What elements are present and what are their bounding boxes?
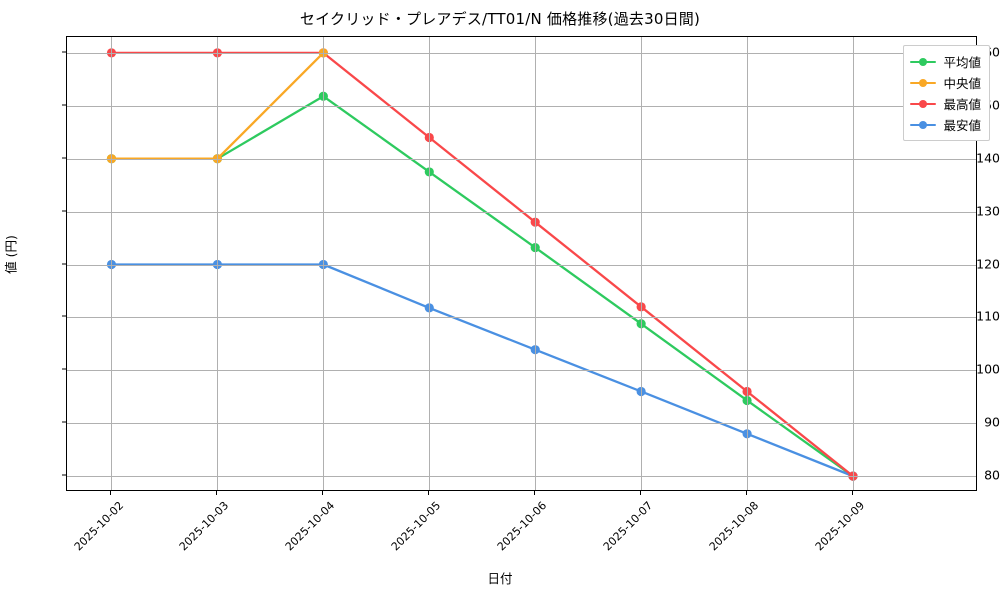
gridline-horizontal: [67, 423, 976, 425]
y-tick-label: 130: [976, 203, 1000, 219]
gridline-vertical: [853, 37, 854, 490]
y-tick-label: 90: [984, 414, 1000, 430]
legend-label: 平均値: [943, 55, 981, 70]
x-axis-label: 日付: [487, 571, 513, 586]
y-tick-mark: [62, 51, 66, 53]
gridline-vertical: [535, 37, 537, 490]
gridline-horizontal: [67, 158, 976, 160]
legend-item[interactable]: 最安値: [910, 114, 981, 135]
y-tick-mark: [62, 315, 66, 317]
legend-item[interactable]: 平均値: [910, 51, 981, 72]
legend-swatch-icon: [910, 119, 937, 131]
plot-area: [66, 36, 977, 491]
y-tick-mark: [62, 474, 66, 476]
y-tick-label: 120: [976, 256, 1000, 271]
x-tick-mark: [428, 491, 430, 495]
y-tick-mark: [62, 368, 66, 370]
gridline-vertical: [429, 37, 431, 490]
y-tick-label: 140: [976, 150, 1000, 166]
gridline-horizontal: [67, 264, 976, 266]
gridline-horizontal: [67, 317, 976, 319]
y-axis-label: 値 (円): [3, 235, 19, 274]
gridline-vertical: [747, 37, 749, 490]
y-tick-label: 100: [976, 361, 1000, 377]
gridline-vertical: [641, 37, 643, 490]
gridline-horizontal: [67, 476, 976, 478]
y-tick-mark: [62, 210, 66, 212]
legend-swatch-icon: [910, 77, 937, 89]
y-tick-label: 110: [976, 308, 1000, 324]
legend-swatch-icon: [910, 56, 937, 68]
chart-legend: 平均値中央値最高値最安値: [903, 45, 990, 141]
y-tick-mark: [62, 157, 66, 159]
x-tick-mark: [322, 491, 324, 495]
legend-item[interactable]: 中央値: [910, 72, 981, 93]
legend-item[interactable]: 最高値: [910, 93, 981, 114]
y-tick-mark: [62, 421, 66, 423]
gridline-horizontal: [67, 52, 976, 54]
x-tick-mark: [534, 491, 536, 495]
legend-label: 最安値: [943, 118, 981, 133]
y-tick-mark: [62, 104, 66, 106]
y-tick-mark: [62, 263, 66, 264]
gridline-horizontal: [67, 370, 976, 372]
chart-title: セイクリッド・プレアデス/TT01/N 価格推移(過去30日間): [299, 10, 701, 28]
gridline-horizontal: [67, 211, 976, 213]
series-line: [110, 95, 855, 478]
x-tick-mark: [640, 491, 642, 495]
gridline-vertical: [111, 37, 113, 490]
x-tick-mark: [110, 491, 112, 495]
legend-label: 最高値: [943, 97, 981, 112]
x-tick-mark: [216, 491, 218, 495]
legend-label: 中央値: [943, 76, 981, 91]
x-tick-mark: [746, 491, 748, 495]
gridline-horizontal: [67, 105, 976, 107]
gridline-vertical: [217, 37, 219, 490]
y-tick-label: 80: [984, 467, 1000, 483]
legend-swatch-icon: [910, 98, 937, 110]
x-tick-mark: [852, 491, 853, 495]
gridline-vertical: [323, 37, 325, 490]
